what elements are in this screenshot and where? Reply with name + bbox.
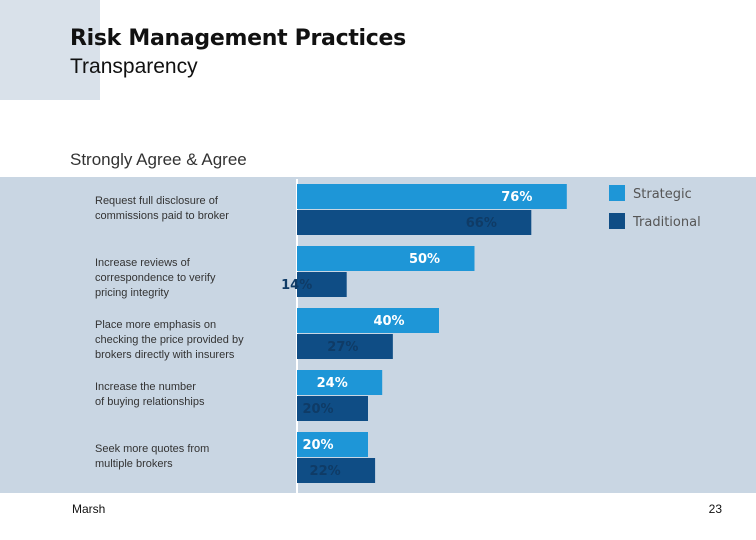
data-label: 76%: [501, 190, 532, 205]
category-label: Request full disclosure of commissions pa…: [95, 195, 229, 222]
data-label: 20%: [302, 438, 333, 453]
legend-swatch-traditional: [609, 213, 625, 229]
bar-strategic: [297, 308, 439, 333]
header-accent-block: [0, 0, 100, 100]
page-number: 23: [708, 502, 722, 516]
chart-heading: Strongly Agree & Agree: [70, 150, 247, 169]
data-label: 40%: [373, 314, 404, 329]
data-label: 50%: [409, 252, 440, 267]
data-label: 27%: [327, 340, 358, 355]
bar-strategic: [297, 370, 383, 395]
data-label: 24%: [317, 376, 348, 391]
category-label: Place more emphasis on checking the price…: [95, 319, 244, 361]
footer-source: Marsh: [72, 502, 106, 516]
category-label: Increase the number of buying relationshi…: [95, 381, 205, 408]
bar-traditional: [297, 334, 393, 359]
bar-chart: Request full disclosure of commissions pa…: [95, 179, 701, 493]
bar-strategic: [297, 246, 475, 271]
bar-traditional: [297, 210, 532, 235]
data-label: 66%: [466, 216, 497, 231]
data-label: 20%: [302, 402, 333, 417]
bar-traditional: [297, 396, 368, 421]
chart-panel: Request full disclosure of commissions pa…: [0, 177, 756, 493]
legend-label-traditional: Traditional: [632, 215, 701, 230]
bar-traditional: [297, 272, 347, 297]
legend-label-strategic: Strategic: [633, 187, 692, 202]
legend-swatch-strategic: [609, 185, 625, 201]
data-label: 14%: [281, 278, 312, 293]
data-label: 22%: [310, 464, 341, 479]
bar-strategic: [297, 432, 368, 457]
page-subtitle: Transparency: [70, 55, 198, 78]
page-title: Risk Management Practices: [70, 26, 406, 51]
category-label: Increase reviews of correspondence to ver…: [95, 257, 216, 299]
category-label: Seek more quotes from multiple brokers: [95, 443, 209, 470]
bar-strategic: [297, 184, 567, 209]
bar-traditional: [297, 458, 376, 483]
